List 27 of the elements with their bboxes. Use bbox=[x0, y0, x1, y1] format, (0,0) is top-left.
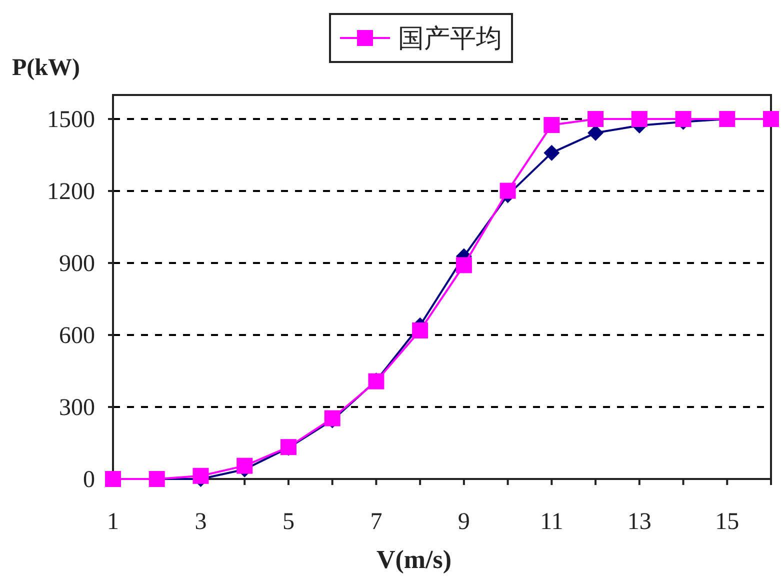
x-tick-label: 15 bbox=[715, 509, 740, 535]
point bbox=[588, 111, 604, 127]
x-tick-label: 5 bbox=[282, 509, 294, 535]
x-tick-label: 3 bbox=[194, 509, 207, 535]
point bbox=[456, 257, 472, 274]
y-tick-label: 0 bbox=[83, 467, 95, 493]
y-tick-label: 900 bbox=[59, 251, 95, 277]
point bbox=[544, 117, 560, 133]
legend-label: 国产平均 bbox=[398, 24, 502, 54]
point bbox=[192, 468, 209, 484]
x-tick-label: 13 bbox=[627, 509, 652, 535]
point bbox=[236, 458, 253, 474]
point bbox=[412, 322, 428, 338]
point bbox=[500, 182, 516, 199]
y-axis-title: P(kW) bbox=[12, 55, 80, 81]
y-tick-label: 300 bbox=[59, 395, 95, 421]
x-tick-label: 7 bbox=[370, 509, 382, 535]
y-tick-label: 600 bbox=[59, 323, 95, 349]
point bbox=[631, 111, 648, 127]
point bbox=[544, 144, 560, 161]
x-tick-label: 9 bbox=[458, 509, 470, 535]
x-axis-title: V(m/s) bbox=[376, 545, 452, 574]
y-tick-label: 1200 bbox=[47, 179, 95, 205]
y-tick-label: 1500 bbox=[47, 107, 95, 133]
x-tick-label: 11 bbox=[540, 509, 564, 535]
x-tick-label: 1 bbox=[107, 509, 119, 535]
point bbox=[675, 111, 692, 127]
